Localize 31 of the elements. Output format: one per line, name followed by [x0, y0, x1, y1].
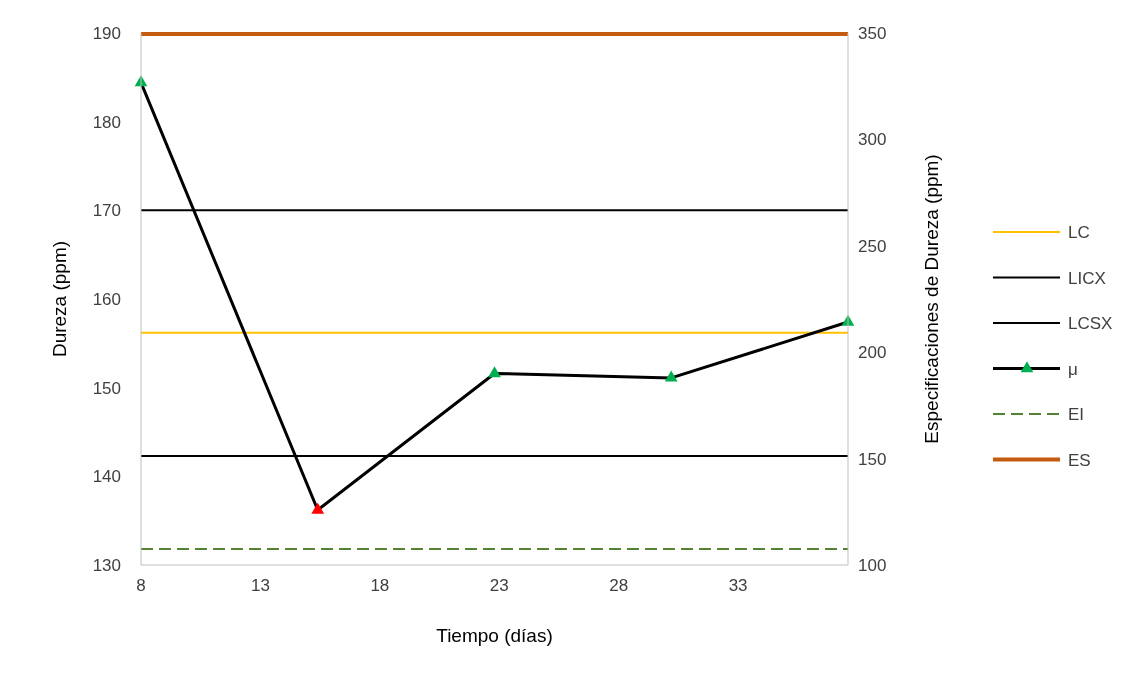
- x-axis-title: Tiempo (días): [436, 625, 553, 646]
- legend-label: ES: [1068, 450, 1091, 470]
- x-tick-label: 13: [250, 576, 270, 595]
- y2-tick-label: 300: [858, 130, 887, 150]
- legend-label: LICX: [1068, 268, 1106, 288]
- x-tick-label: 23: [489, 576, 509, 595]
- y-axis-title: Dureza (ppm): [49, 240, 70, 358]
- y-tick-label: 140: [92, 467, 121, 487]
- y-tick-label: 180: [92, 112, 121, 132]
- point: [664, 370, 678, 382]
- y-tick-label: 170: [92, 201, 121, 221]
- legend-label: μ: [1068, 359, 1078, 379]
- legend-label: LC: [1068, 223, 1090, 242]
- y2-tick-label: 200: [858, 343, 887, 363]
- x-tick-label: 8: [136, 576, 146, 595]
- x-tick-label: 33: [728, 576, 748, 595]
- y-tick-label: 160: [92, 290, 121, 309]
- y-tick-label: 150: [92, 378, 121, 398]
- y-tick-label: 190: [92, 24, 121, 43]
- legend-label: LCSX: [1068, 314, 1113, 333]
- legend-label: EI: [1068, 405, 1085, 424]
- y2-tick-label: 350: [858, 24, 887, 43]
- point: [488, 366, 501, 378]
- y2-tick-label: 250: [858, 236, 887, 256]
- point: [311, 502, 325, 514]
- x-tick-label: 28: [609, 576, 629, 595]
- y2-tick-label: 150: [858, 449, 887, 469]
- y2-tick-label: 100: [858, 556, 887, 575]
- x-tick-label: 18: [370, 576, 390, 595]
- y-tick-label: 130: [92, 556, 121, 575]
- y2-axis-title: Especificaciones de Dureza (ppm): [921, 154, 942, 444]
